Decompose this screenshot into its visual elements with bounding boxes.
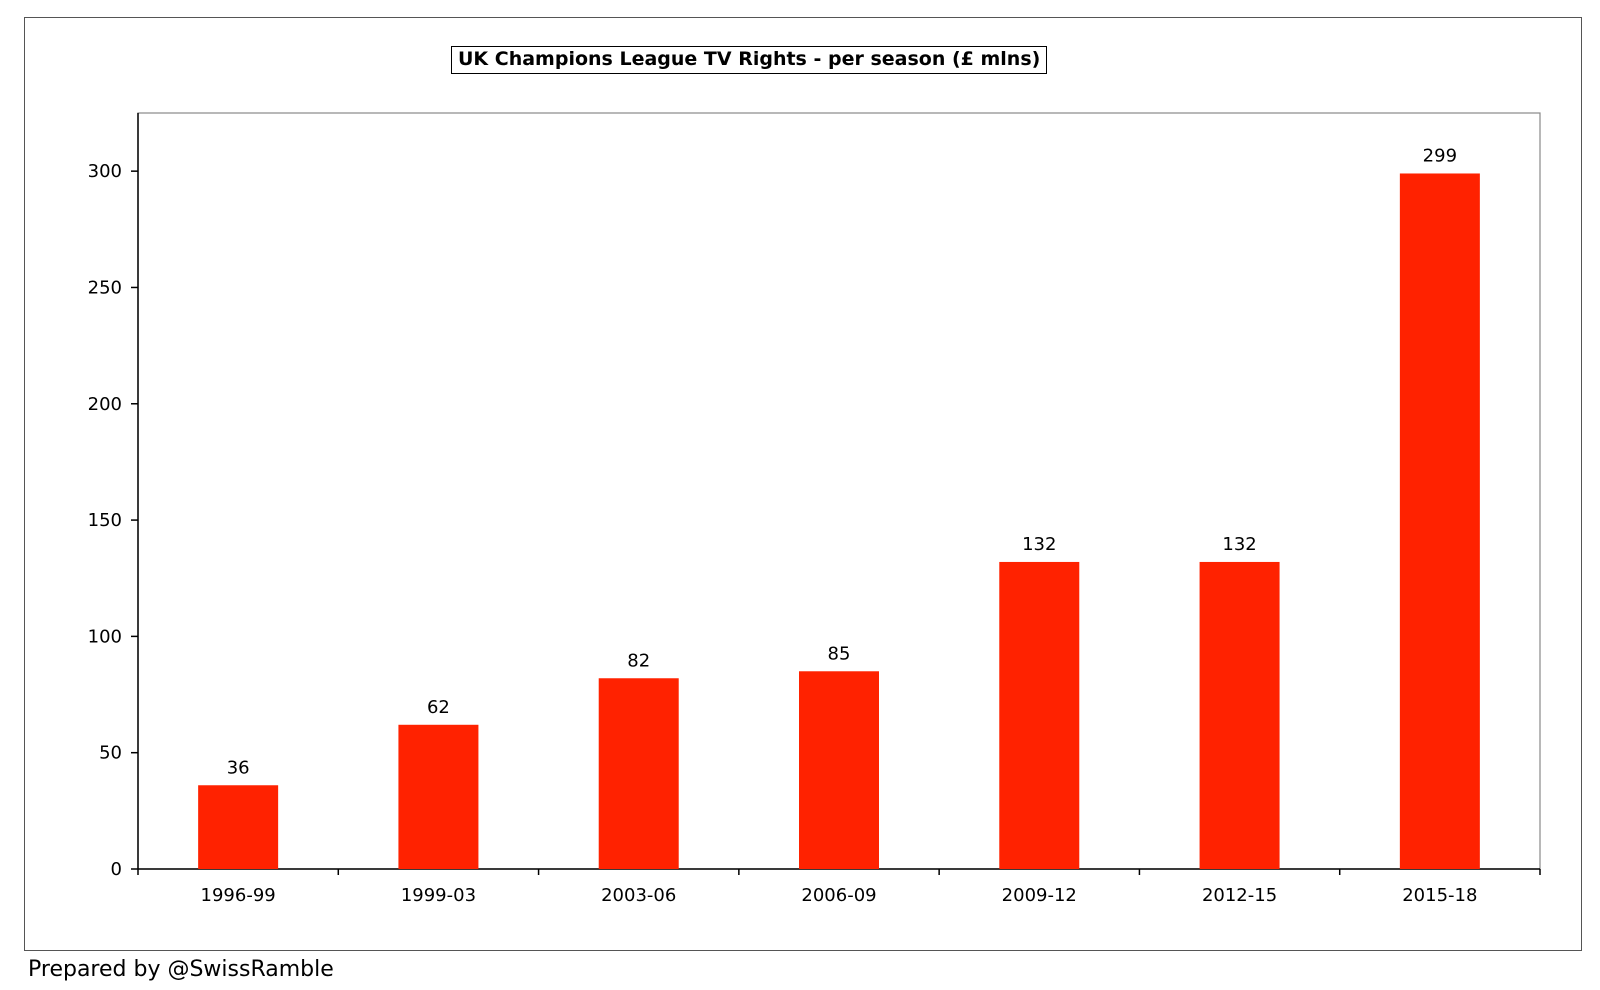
data-label: 36 <box>227 757 250 778</box>
chart-title: UK Champions League TV Rights - per seas… <box>451 46 1048 74</box>
bar <box>799 671 879 869</box>
bar <box>1399 173 1480 870</box>
data-label: 132 <box>1022 534 1056 555</box>
x-tick-label: 1996-99 <box>201 885 276 906</box>
y-tick-label: 0 <box>111 859 122 880</box>
y-tick-label: 50 <box>99 743 122 764</box>
bar <box>398 724 479 869</box>
bars <box>198 173 1480 870</box>
bar <box>598 678 679 869</box>
x-tick-label: 1999-03 <box>401 885 476 906</box>
bar <box>999 561 1080 869</box>
y-tick-label: 100 <box>88 626 122 647</box>
bar <box>1199 561 1280 869</box>
y-tick-label: 300 <box>88 161 122 182</box>
data-labels: 36 62 82 85 132 132 299 <box>227 145 1457 778</box>
data-label: 82 <box>627 650 650 671</box>
x-tick-label: 2012-15 <box>1202 885 1277 906</box>
chart-frame <box>24 17 1582 951</box>
y-tick-label: 200 <box>88 394 122 415</box>
y-axis: 0 50 100 150 200 250 300 <box>88 113 139 880</box>
x-axis: 1996-99 1999-03 2003-06 2006-09 2009-12 2012-… <box>137 868 1541 906</box>
data-label: 62 <box>427 697 450 718</box>
x-tick-label: 2015-18 <box>1402 885 1477 906</box>
data-label: 299 <box>1423 145 1457 166</box>
y-tick-label: 250 <box>88 277 122 298</box>
x-tick-label: 2006-09 <box>801 885 876 906</box>
x-tick-label: 2003-06 <box>601 885 676 906</box>
footer-credit: Prepared by @SwissRamble <box>28 957 334 982</box>
x-tick-label: 2009-12 <box>1002 885 1077 906</box>
y-tick-label: 150 <box>88 510 122 531</box>
bar <box>198 785 279 869</box>
data-label: 85 <box>828 643 851 664</box>
data-label: 132 <box>1222 534 1256 555</box>
